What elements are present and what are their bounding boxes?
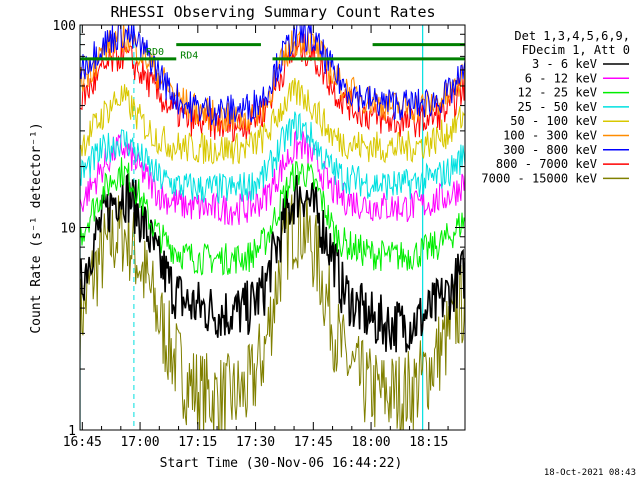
timestamp: 18-Oct-2021 08:43 xyxy=(544,468,636,478)
series-line-4 xyxy=(80,77,465,165)
y-tick-label-2: 100 xyxy=(53,19,76,34)
legend-label-7: 800 - 7000 keV xyxy=(496,157,597,171)
legend-header-line-1: Det 1,3,4,5,6,9, xyxy=(514,29,630,43)
legend-label-5: 100 - 300 keV xyxy=(503,129,597,143)
series-line-8 xyxy=(80,185,465,430)
legend-label-2: 12 - 25 keV xyxy=(518,86,597,100)
x-axis-ticks: 16:45 17:00 17:15 17:30 17:45 18:00 18:15 xyxy=(63,25,449,450)
x-tick-label-3: 17:30 xyxy=(236,435,275,450)
legend-label-0: 3 - 6 keV xyxy=(532,57,597,71)
x-tick-label-1: 17:00 xyxy=(120,435,159,450)
legend: Det 1,3,4,5,6,9,FDecim 1, Att 03 - 6 keV… xyxy=(481,29,630,185)
x-tick-label-0: 16:45 xyxy=(63,435,102,450)
attenuator-label-rd4: RD4 xyxy=(180,51,198,62)
chart-title: RHESSI Observing Summary Count Rates xyxy=(110,3,435,21)
y-axis-ticks: 1 10 100 xyxy=(53,19,465,439)
x-tick-label-6: 18:15 xyxy=(409,435,448,450)
series-line-6 xyxy=(80,25,465,126)
series-line-3 xyxy=(80,111,465,205)
x-tick-label-5: 18:00 xyxy=(351,435,390,450)
x-axis-label: Start Time (30-Nov-06 16:44:22) xyxy=(160,456,403,471)
legend-label-8: 7000 - 15000 keV xyxy=(481,171,597,185)
legend-label-1: 6 - 12 keV xyxy=(525,71,597,85)
series-line-0 xyxy=(80,172,465,353)
y-tick-label-0: 1 xyxy=(68,424,76,439)
legend-label-3: 25 - 50 keV xyxy=(518,100,597,114)
legend-label-4: 50 - 100 keV xyxy=(510,114,597,128)
attenuator-label-rd0: RD0 xyxy=(146,47,164,58)
x-tick-label-4: 17:45 xyxy=(294,435,333,450)
legend-header-line-2: FDecim 1, Att 0 xyxy=(522,43,630,57)
legend-label-6: 300 - 800 keV xyxy=(503,143,597,157)
series-line-1 xyxy=(80,129,465,226)
x-tick-label-2: 17:15 xyxy=(178,435,217,450)
y-tick-label-1: 10 xyxy=(60,222,76,237)
series-line-2 xyxy=(80,157,465,276)
y-axis-label: Count Rate (s⁻¹ detector⁻¹) xyxy=(29,122,44,333)
